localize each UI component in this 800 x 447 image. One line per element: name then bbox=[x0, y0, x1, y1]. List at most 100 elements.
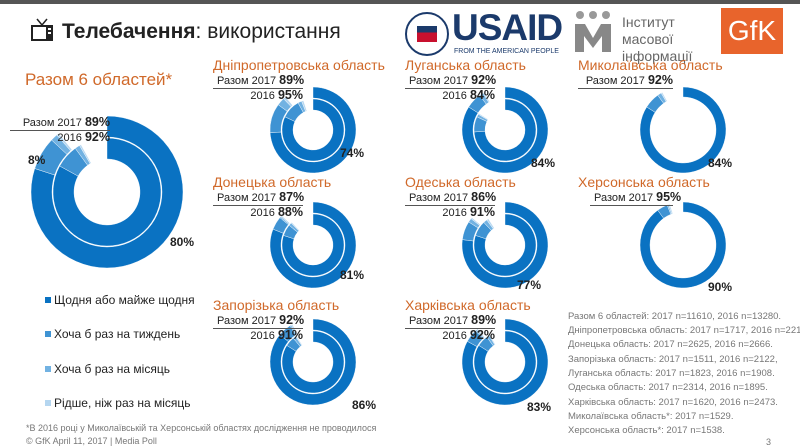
total-2016: 84% bbox=[469, 88, 495, 102]
label-2017: Разом 2017 87% bbox=[213, 190, 305, 206]
donut-segment-2017-rarely bbox=[290, 324, 298, 335]
label-2017: Разом 2017 89% bbox=[405, 313, 497, 329]
total-2017: 92% bbox=[647, 73, 673, 87]
label-2017: Разом 2017 92% bbox=[213, 313, 305, 329]
year-label: Разом 2017 bbox=[409, 75, 469, 87]
daily-percent-label: 81% bbox=[340, 268, 365, 282]
donut-segment-2016-daily bbox=[281, 213, 345, 277]
sample-note: Луганська область: 2017 n=1823, 2016 n=1… bbox=[568, 368, 775, 379]
region-title: Харківська область bbox=[405, 297, 531, 313]
year-label: Разом 2017 bbox=[217, 75, 277, 87]
sample-note: Харківська область: 2017 n=1620, 2016 n=… bbox=[568, 397, 778, 408]
donut-segment-2016-rarely bbox=[79, 144, 92, 164]
year-label: Разом 2017 bbox=[22, 117, 82, 129]
usaid-logo: USAID bbox=[452, 7, 563, 48]
legend-swatch bbox=[45, 331, 51, 337]
donut-segment-2017-daily bbox=[269, 86, 357, 174]
donut-segment-2016-daily bbox=[52, 137, 162, 247]
total-2017: 92% bbox=[471, 73, 497, 87]
donut-segment-2017-daily bbox=[461, 86, 549, 174]
label-2017: Разом 2017 86% bbox=[405, 191, 496, 206]
label-2017: Разом 2017 89% bbox=[213, 73, 305, 89]
legend-swatch bbox=[45, 297, 51, 303]
year-label: Разом 2017 bbox=[217, 192, 277, 204]
sample-note: Запорізька область: 2017 n=1511, 2016 n=… bbox=[568, 354, 778, 365]
year-label: 2016 bbox=[57, 132, 82, 144]
region-title: Миколаївська область bbox=[578, 57, 723, 73]
total-2016: 95% bbox=[277, 88, 303, 102]
total-2016: 91% bbox=[277, 328, 303, 342]
region-title: Луганська область bbox=[405, 57, 526, 73]
label-2017: Разом 2017 95% bbox=[590, 191, 681, 206]
donut-segment-2017-rarely bbox=[476, 328, 485, 339]
label-2016: 2016 92% bbox=[10, 131, 110, 145]
total-2017: 89% bbox=[279, 73, 305, 87]
total-2017: 95% bbox=[656, 190, 682, 204]
daily-percent-label: 77% bbox=[517, 278, 542, 292]
page-title: Телебачення: використання bbox=[62, 20, 341, 43]
total-2017: 92% bbox=[279, 313, 305, 327]
legend-weekly: Хоча б раз на тиждень bbox=[45, 327, 180, 341]
total-2016: 92% bbox=[84, 130, 110, 144]
sample-note: Одеська область: 2017 n=2314, 2016 n=189… bbox=[568, 382, 768, 393]
label-2016: 2016 91% bbox=[405, 206, 495, 220]
sample-note: Дніпропетровська область: 2017 n=1717, 2… bbox=[568, 325, 800, 336]
top-bar bbox=[0, 0, 800, 4]
year-label: Разом 2017 bbox=[594, 192, 654, 204]
sample-note: Херсонська область*: 2017 n=1538. bbox=[568, 425, 725, 436]
donut-segment-2016-rarely bbox=[301, 100, 308, 112]
label-2017: Разом 2017 89% bbox=[10, 116, 110, 131]
daily-percent-label: 74% bbox=[340, 146, 365, 160]
label-2016: 2016 88% bbox=[213, 206, 303, 220]
total-2017: 87% bbox=[279, 190, 305, 204]
total-2017: 89% bbox=[471, 313, 497, 327]
region-title: Донецька область bbox=[213, 174, 332, 190]
year-label: Разом 2017 bbox=[217, 315, 277, 327]
year-label: Разом 2017 bbox=[409, 192, 469, 204]
total-2016: 92% bbox=[469, 328, 495, 342]
footnote: *В 2016 році у Миколаївській та Херсонсь… bbox=[26, 423, 377, 433]
donut-segment-2016-daily bbox=[473, 98, 537, 162]
region-title: Одеська область bbox=[405, 174, 516, 190]
donut-segment-2017-rarely bbox=[668, 203, 674, 215]
donut-segment-2017-daily bbox=[639, 201, 727, 289]
donut-segment-2017-daily bbox=[269, 201, 357, 289]
weekly-percent-label: 8% bbox=[28, 153, 46, 167]
year-label: Разом 2017 bbox=[585, 75, 645, 87]
donut-segment-2017-daily bbox=[639, 86, 727, 174]
donut-segment-2017-rarely bbox=[283, 96, 293, 107]
donut-segment-2016-daily bbox=[281, 330, 345, 394]
donut-segment-2016-rarely bbox=[295, 335, 303, 346]
total-2016: 91% bbox=[469, 205, 495, 219]
region-title: Разом 6 областей* bbox=[25, 70, 173, 89]
donut-segment-2017-daily bbox=[461, 318, 549, 406]
daily-percent-label: 84% bbox=[531, 156, 556, 170]
year-label: 2016 bbox=[442, 207, 467, 219]
imi-logo-text: Інститут масової інформації bbox=[622, 14, 693, 64]
tv-icon bbox=[31, 18, 53, 41]
year-label: 2016 bbox=[250, 330, 275, 342]
label-2016: 2016 91% bbox=[213, 329, 303, 343]
donut-segment-2017-rarely bbox=[482, 92, 490, 103]
year-label: Разом 2017 bbox=[409, 315, 469, 327]
donut-segment-2016-rarely bbox=[290, 222, 300, 232]
donut-segment-2016-daily bbox=[473, 213, 537, 277]
legend-swatch bbox=[45, 400, 51, 406]
year-label: 2016 bbox=[442, 90, 467, 102]
region-title: Дніпропетровська область bbox=[213, 57, 385, 73]
year-label: 2016 bbox=[250, 207, 275, 219]
sample-note: Разом 6 областей: 2017 n=11610, 2016 n=1… bbox=[568, 311, 782, 322]
donut-segment-2017-rarely bbox=[280, 215, 290, 225]
label-2016: 2016 92% bbox=[405, 329, 495, 343]
label-2017: Разом 2017 92% bbox=[578, 74, 673, 89]
total-2017: 89% bbox=[84, 115, 110, 129]
daily-percent-label: 86% bbox=[352, 398, 377, 412]
copyright: © GfK April 11, 2017 | Media Poll bbox=[26, 436, 157, 446]
donut-segment-2016-daily bbox=[281, 98, 345, 162]
donut-segment-2017-rarely bbox=[56, 133, 73, 152]
daily-percent-label: 84% bbox=[708, 156, 733, 170]
legend-rarely: Рідше, ніж раз на місяць bbox=[45, 396, 191, 410]
donut-segment-2016-rarely bbox=[488, 334, 496, 346]
usaid-seal-logo bbox=[405, 12, 449, 56]
label-2016: 2016 95% bbox=[213, 89, 303, 103]
